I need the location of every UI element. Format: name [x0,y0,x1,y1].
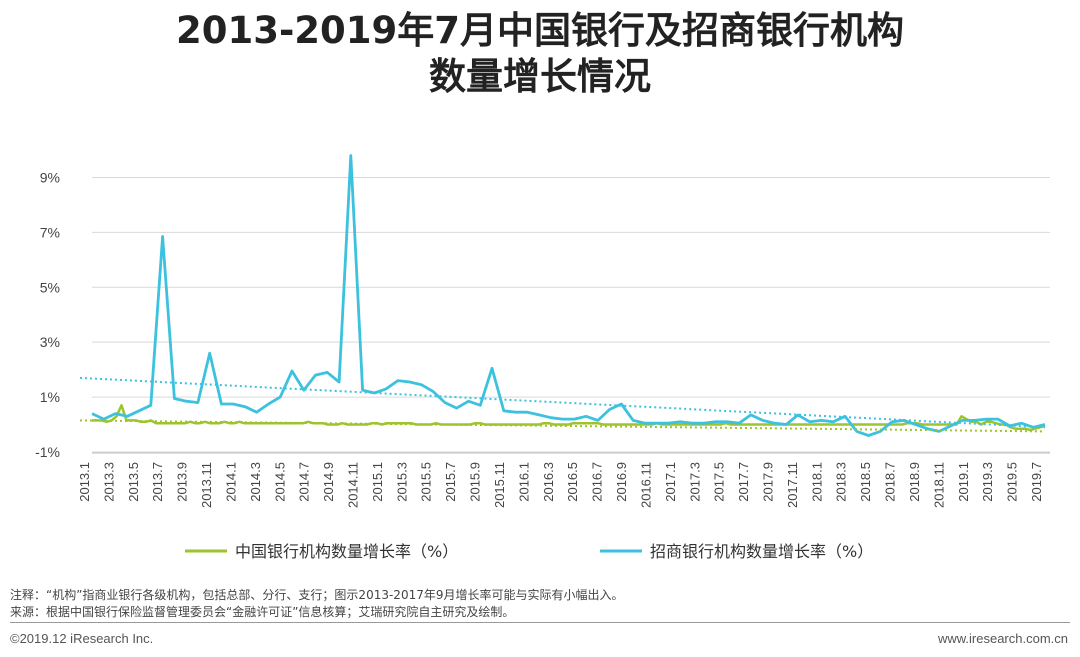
legend-label-1: 招商银行机构数量增长率（%） [650,542,873,561]
x-tick-label: 2015.7 [443,462,458,502]
x-tick-label: 2015.11 [492,462,507,508]
trendline-1 [79,376,1046,429]
x-tick-label: 2016.9 [614,462,629,502]
trendline-0 [79,419,1046,433]
x-tick-label: 2017.3 [687,462,702,502]
x-tick-label: 2018.3 [834,462,849,502]
x-tick-label: 2015.3 [394,462,409,502]
x-tick-label: 2016.1 [516,462,531,502]
y-tick-label: -1% [35,444,60,460]
footer-website: www.iresearch.com.cn [937,631,1068,646]
x-tick-label: 2016.3 [541,462,556,502]
x-tick-label: 2018.5 [858,462,873,502]
series-line-1 [91,154,1046,437]
series-line-0 [92,404,1046,432]
y-tick-label: 9% [40,169,60,185]
x-tick-label: 2017.7 [736,462,751,502]
x-tick-label: 2013.7 [150,462,165,502]
x-tick-label: 2017.1 [663,462,678,502]
chart-title: 2013-2019年7月中国银行及招商银行机构 数量增长情况 [0,8,1080,100]
y-tick-label: 5% [40,279,60,295]
x-tick-label: 2013.11 [199,462,214,508]
x-tick-label: 2014.9 [321,462,336,502]
x-tick-label: 2017.11 [785,462,800,508]
x-tick-label: 2014.5 [272,462,287,502]
x-tick-label: 2018.1 [809,462,824,502]
title-line-2: 数量增长情况 [429,55,651,98]
x-tick-label: 2014.1 [223,462,238,502]
legend-label-0: 中国银行机构数量增长率（%） [235,542,458,561]
x-tick-label: 2013.1 [77,462,92,502]
x-tick-label: 2019.5 [1005,462,1020,502]
x-tick-label: 2013.3 [101,462,116,502]
footer-divider [10,622,1070,623]
x-tick-label: 2013.5 [126,462,141,502]
y-tick-label: 3% [40,334,60,350]
x-tick-label: 2015.1 [370,462,385,502]
chart-note: 注释：“机构”指商业银行各级机构，包括总部、分行、支行；图示2013-2017年… [10,588,624,602]
x-tick-label: 2013.9 [175,462,190,502]
x-tick-label: 2016.5 [565,462,580,502]
x-tick-label: 2018.11 [931,462,946,508]
x-tick-label: 2018.7 [883,462,898,502]
x-tick-label: 2018.9 [907,462,922,502]
x-tick-label: 2019.7 [1029,462,1044,502]
x-tick-label: 2015.5 [419,462,434,502]
x-tick-label: 2017.9 [760,462,775,502]
title-line-1: 2013-2019年7月中国银行及招商银行机构 [175,9,905,52]
footer-copyright: ©2019.12 iResearch Inc. [10,631,154,646]
x-tick-label: 2019.1 [956,462,971,502]
x-tick-label: 2017.5 [712,462,727,502]
y-tick-label: 1% [40,389,60,405]
y-tick-label: 7% [40,224,60,240]
x-tick-label: 2019.3 [980,462,995,502]
x-tick-label: 2014.7 [297,462,312,502]
x-tick-label: 2014.3 [248,462,263,502]
x-tick-label: 2016.7 [590,462,605,502]
x-tick-label: 2014.11 [346,462,361,508]
x-tick-label: 2015.9 [468,462,483,502]
chart-source: 来源：根据中国银行保险监督管理委员会“金融许可证”信息核算；艾瑞研究院自主研究及… [10,605,515,619]
x-tick-label: 2016.11 [638,462,653,508]
